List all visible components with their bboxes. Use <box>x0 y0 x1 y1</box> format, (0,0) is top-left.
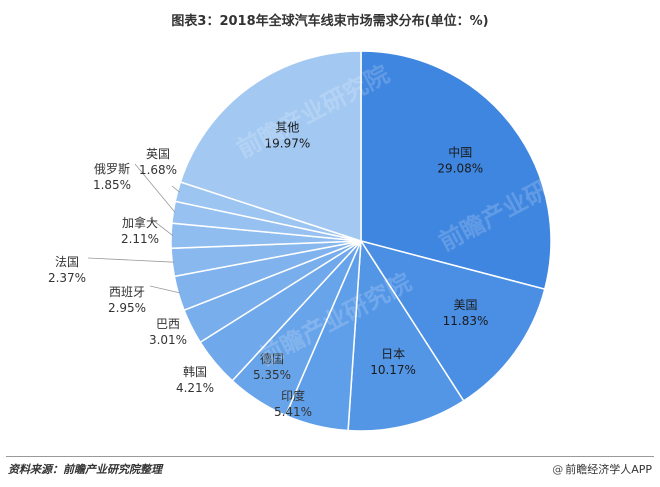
leader-line-9 <box>87 257 175 263</box>
at-sign-icon: @ <box>552 463 564 476</box>
pie-slice-2 <box>359 239 546 402</box>
slice-value-8: 2.95% <box>108 301 146 315</box>
slice-label-13: 其他 <box>275 121 299 135</box>
source-note: 资料来源：前瞻产业研究院整理 <box>8 463 162 476</box>
slice-value-11: 1.85% <box>93 178 131 192</box>
slice-value-12: 1.68% <box>139 163 177 177</box>
slice-label-9: 法国 <box>55 255 79 269</box>
leader-line-10 <box>149 217 174 237</box>
slice-value-2: 11.83% <box>443 314 489 328</box>
slice-value-4: 5.41% <box>274 405 312 419</box>
slice-label-4: 印度 <box>281 388 305 403</box>
slice-value-3: 10.17% <box>370 363 416 377</box>
pie-slice-3 <box>347 238 465 432</box>
leader-line-8 <box>149 285 181 294</box>
slice-label-2: 美国 <box>453 298 477 312</box>
slice-value-5: 5.35% <box>253 368 291 382</box>
slice-label-7: 巴西 <box>156 317 180 331</box>
footer-divider <box>6 456 654 457</box>
slice-value-7: 3.01% <box>149 333 187 347</box>
slice-value-6: 4.21% <box>176 381 214 395</box>
brand-text: 前瞻经济学人APP <box>565 463 652 476</box>
leader-line-12 <box>171 185 180 193</box>
chart-title: 图表3：2018年全球汽车线束市场需求分布(单位：%) <box>171 14 489 29</box>
slice-value-1: 29.08% <box>437 161 483 175</box>
slice-label-3: 日本 <box>381 347 405 361</box>
slice-label-5: 德国 <box>260 351 284 366</box>
slice-label-11: 俄罗斯 <box>94 162 130 176</box>
leader-line-11 <box>134 163 176 213</box>
slice-label-12: 英国 <box>146 147 170 161</box>
pie-slice-1 <box>360 50 552 291</box>
brand-credit: @ 前瞻经济学人APP <box>552 461 652 477</box>
slice-value-13: 19.97% <box>265 137 311 151</box>
slice-label-10: 加拿大 <box>122 215 158 230</box>
slice-label-6: 韩国 <box>183 364 207 379</box>
slice-value-10: 2.11% <box>121 232 159 246</box>
slice-label-1: 中国 <box>448 144 472 159</box>
slice-label-8: 西班牙 <box>109 285 145 299</box>
pie-slice-13 <box>179 50 362 243</box>
slice-value-9: 2.37% <box>48 271 86 285</box>
